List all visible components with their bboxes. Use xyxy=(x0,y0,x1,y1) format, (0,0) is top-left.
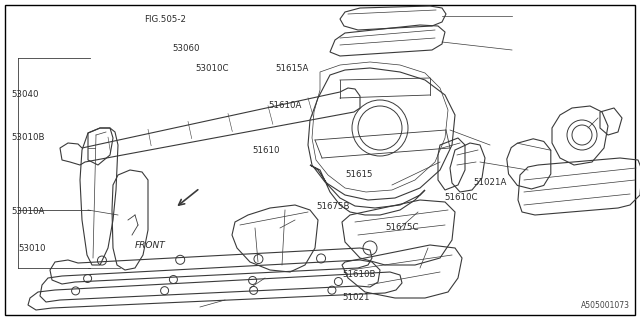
Text: FRONT: FRONT xyxy=(134,241,165,250)
Text: A505001073: A505001073 xyxy=(581,301,630,310)
Text: 51610C: 51610C xyxy=(445,193,478,202)
Text: 53060: 53060 xyxy=(173,44,200,52)
Text: 51675B: 51675B xyxy=(317,202,350,211)
Text: 53010A: 53010A xyxy=(12,207,45,216)
Text: 53010C: 53010C xyxy=(195,64,228,73)
Text: 51610: 51610 xyxy=(253,146,280,155)
Text: 51615: 51615 xyxy=(346,170,373,179)
Text: 51615A: 51615A xyxy=(275,64,308,73)
Text: 51610B: 51610B xyxy=(342,270,376,279)
Text: FIG.505-2: FIG.505-2 xyxy=(144,15,186,24)
Text: 51610A: 51610A xyxy=(269,101,302,110)
Text: 53010: 53010 xyxy=(18,244,45,253)
Text: 51021A: 51021A xyxy=(474,178,507,187)
Text: 53040: 53040 xyxy=(12,90,39,99)
Text: 53010B: 53010B xyxy=(12,133,45,142)
Text: 51021: 51021 xyxy=(342,293,370,302)
Text: 51675C: 51675C xyxy=(385,223,419,232)
